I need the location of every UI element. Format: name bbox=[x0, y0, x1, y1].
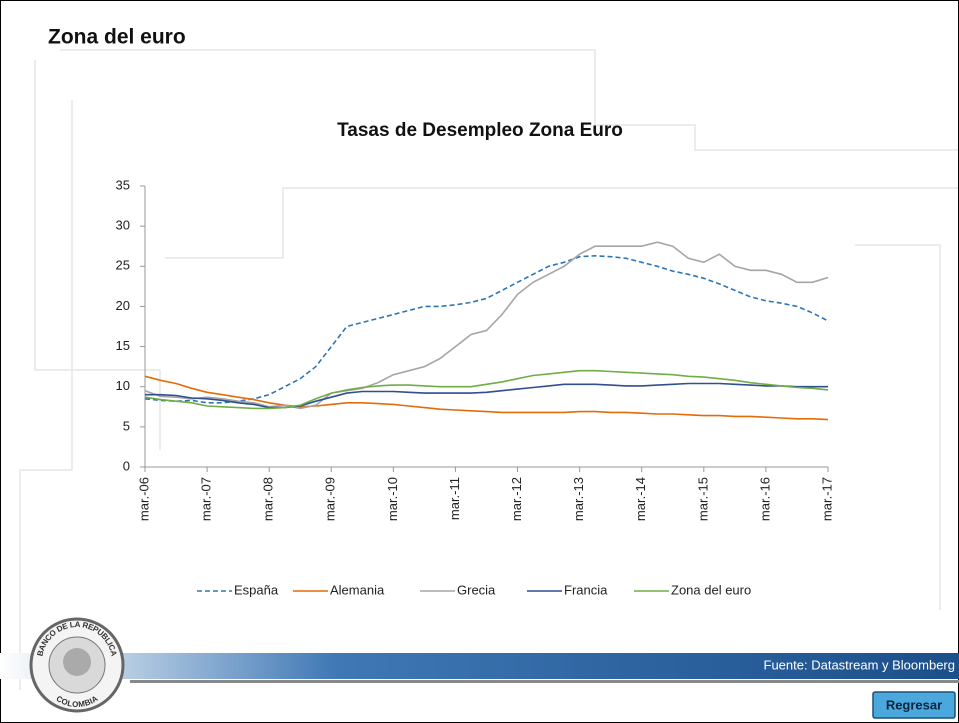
x-tick-label: mar.-15 bbox=[695, 477, 710, 521]
slide-title: Zona del euro bbox=[48, 26, 186, 49]
chart-title: Tasas de Desempleo Zona Euro bbox=[337, 120, 623, 141]
x-tick-label: mar.-12 bbox=[509, 477, 524, 521]
y-tick-label: 25 bbox=[116, 258, 130, 273]
x-tick-label: mar.-17 bbox=[819, 477, 834, 521]
y-tick-label: 15 bbox=[116, 338, 130, 353]
x-tick-label: mar.-14 bbox=[633, 477, 648, 521]
y-tick-label: 10 bbox=[116, 378, 130, 393]
legend-label: Francia bbox=[564, 582, 608, 597]
series-line bbox=[144, 369, 829, 410]
y-tick-label: 35 bbox=[116, 177, 130, 192]
x-tick-label: mar.-13 bbox=[571, 477, 586, 521]
series-line bbox=[144, 375, 829, 421]
y-tick-label: 30 bbox=[116, 218, 130, 233]
legend-label: España bbox=[234, 582, 279, 597]
decoration bbox=[19, 49, 958, 690]
x-tick-label: mar.-11 bbox=[447, 477, 462, 520]
footer-band bbox=[0, 653, 959, 679]
x-tick-label: mar.-10 bbox=[385, 477, 400, 521]
logo: BANCO DE LA REPUBLICA COLOMBIA bbox=[29, 617, 125, 713]
back-button-label[interactable]: Regresar bbox=[886, 697, 942, 712]
legend-label: Alemania bbox=[330, 582, 385, 597]
footer-shadow bbox=[130, 680, 959, 683]
x-tick-label: mar.-08 bbox=[261, 477, 276, 521]
x-tick-label: mar.-09 bbox=[323, 477, 338, 521]
y-tick-label: 20 bbox=[116, 298, 130, 313]
source: Fuente: Datastream y Bloomberg bbox=[764, 657, 955, 672]
x-tick-label: mar.-07 bbox=[199, 477, 214, 521]
legend-label: Zona del euro bbox=[671, 582, 751, 597]
series-line bbox=[145, 382, 828, 409]
back-button[interactable] bbox=[872, 691, 956, 719]
x-tick-label: mar.-06 bbox=[136, 477, 151, 521]
legend-label: Grecia bbox=[457, 582, 496, 597]
x-tick-label: mar.-16 bbox=[757, 477, 772, 521]
series-line bbox=[144, 254, 829, 404]
series-line bbox=[144, 241, 829, 410]
y-tick-label: 5 bbox=[123, 418, 130, 433]
plot: 0 5 10 15 20 25 30 35 mar.-06 mar.-07 mar.-08 mar.-… bbox=[116, 177, 835, 597]
y-tick-label: 0 bbox=[123, 458, 130, 473]
